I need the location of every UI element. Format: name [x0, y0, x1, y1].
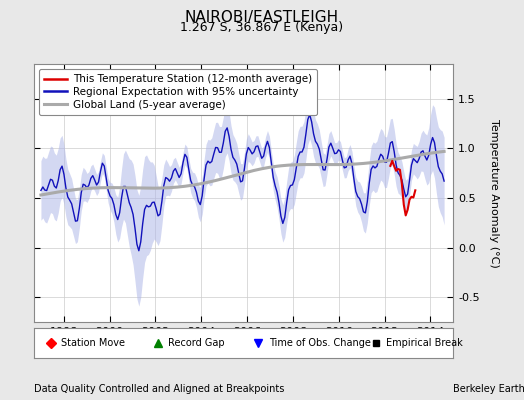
Text: Time of Obs. Change: Time of Obs. Change — [269, 338, 370, 348]
Text: Berkeley Earth: Berkeley Earth — [453, 384, 524, 394]
Legend: This Temperature Station (12-month average), Regional Expectation with 95% uncer: This Temperature Station (12-month avera… — [39, 69, 317, 115]
Y-axis label: Temperature Anomaly (°C): Temperature Anomaly (°C) — [489, 119, 499, 267]
Text: Record Gap: Record Gap — [168, 338, 225, 348]
Text: Empirical Break: Empirical Break — [386, 338, 463, 348]
Text: Station Move: Station Move — [61, 338, 125, 348]
Text: NAIROBI/EASTLEIGH: NAIROBI/EASTLEIGH — [185, 10, 339, 25]
Text: 1.267 S, 36.867 E (Kenya): 1.267 S, 36.867 E (Kenya) — [180, 22, 344, 34]
Text: Data Quality Controlled and Aligned at Breakpoints: Data Quality Controlled and Aligned at B… — [34, 384, 285, 394]
